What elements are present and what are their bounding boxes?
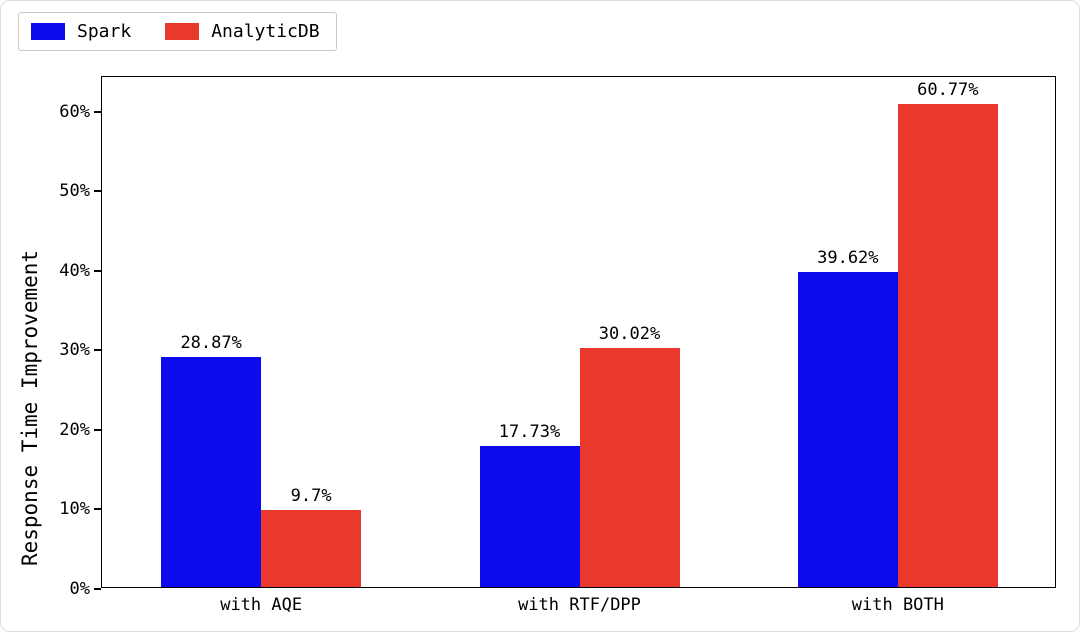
y-tick-label-40: 40%: [59, 260, 90, 281]
plot-area: Response Time Improvement 0% 10% 20% 30% 40%…: [18, 76, 1056, 615]
y-tick-mark-50: [94, 190, 101, 193]
bar-analyticdb-2: [897, 103, 998, 587]
legend-item-analyticdb: AnalyticDB: [165, 21, 320, 42]
x-tick-label-0: with AQE: [220, 595, 303, 615]
bar-value-spark-2: 39.62%: [817, 248, 879, 268]
y-tick-label-0: 0%: [69, 579, 90, 599]
y-tick-label-30: 30%: [59, 340, 90, 361]
y-tick-mark-60: [94, 110, 101, 113]
bar-analyticdb-0: [261, 509, 362, 587]
bar-value-analyticdb-0: 9.7%: [290, 485, 332, 506]
bar-value-analyticdb-1: 30.02%: [598, 324, 661, 345]
bar-value-analyticdb-2: 60.77%: [917, 79, 979, 100]
legend-item-spark: Spark: [31, 21, 131, 42]
bar-spark-1: [479, 446, 580, 587]
x-tick-label-1: with RTF/DPP: [518, 595, 641, 615]
y-tick-mark-30: [94, 349, 101, 352]
legend: Spark AnalyticDB: [18, 12, 337, 51]
bar-spark-2: [797, 272, 898, 587]
y-tick-mark-40: [94, 269, 101, 272]
y-tick-mark-10: [94, 508, 101, 511]
y-tick-mark-20: [94, 428, 101, 431]
y-tick-label-60: 60%: [59, 101, 90, 122]
x-tick-label-2: with BOTH: [851, 595, 944, 615]
bar-spark-0: [161, 357, 262, 587]
y-tick-label-10: 10%: [59, 499, 90, 520]
legend-swatch-spark: [31, 23, 65, 40]
bar-value-spark-0: 28.87%: [180, 333, 242, 354]
bar-analyticdb-1: [579, 348, 680, 587]
legend-label-analyticdb: AnalyticDB: [211, 21, 320, 42]
y-tick-mark-0: [94, 588, 101, 590]
y-tick-label-50: 50%: [59, 181, 90, 202]
legend-label-spark: Spark: [77, 21, 132, 42]
y-tick-label-20: 20%: [59, 419, 90, 440]
bar-value-spark-1: 17.73%: [498, 422, 561, 443]
legend-swatch-analyticdb: [165, 23, 200, 40]
